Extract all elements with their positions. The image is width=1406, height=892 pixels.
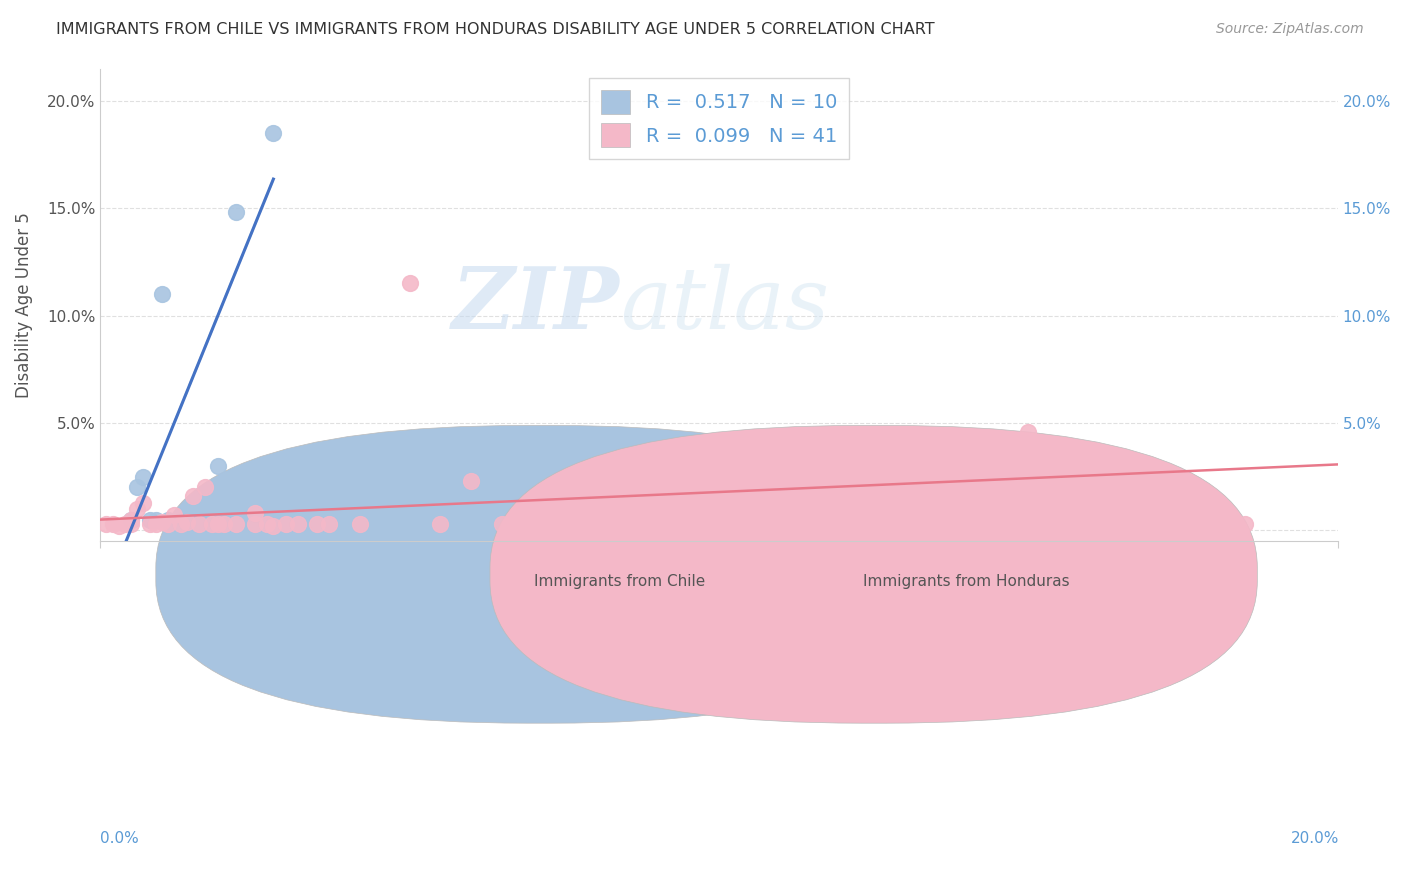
Point xyxy=(145,513,167,527)
Point xyxy=(127,481,149,495)
Text: ZIP: ZIP xyxy=(453,263,620,347)
Point xyxy=(645,516,668,531)
Point xyxy=(145,516,167,531)
Point xyxy=(1017,425,1039,439)
Point xyxy=(398,277,420,291)
Point xyxy=(188,516,211,531)
Point xyxy=(429,516,451,531)
Point xyxy=(120,513,142,527)
Point xyxy=(225,516,247,531)
Point xyxy=(96,516,118,531)
Point xyxy=(262,126,284,140)
Point xyxy=(707,484,730,499)
Point xyxy=(1233,516,1256,531)
Text: atlas: atlas xyxy=(620,263,830,346)
Point xyxy=(107,519,129,533)
Point xyxy=(132,495,155,509)
Point xyxy=(318,516,340,531)
Text: Immigrants from Honduras: Immigrants from Honduras xyxy=(863,574,1070,590)
Point xyxy=(262,519,284,533)
Text: Source: ZipAtlas.com: Source: ZipAtlas.com xyxy=(1216,22,1364,37)
Point xyxy=(157,516,180,531)
Point xyxy=(349,516,371,531)
Point xyxy=(101,516,124,531)
FancyBboxPatch shape xyxy=(489,425,1257,723)
Point xyxy=(491,516,513,531)
Point xyxy=(157,513,180,527)
Point xyxy=(114,516,136,531)
Text: 0.0%: 0.0% xyxy=(100,831,139,846)
Point xyxy=(169,516,191,531)
Point xyxy=(831,466,853,480)
Point xyxy=(243,506,266,520)
Text: IMMIGRANTS FROM CHILE VS IMMIGRANTS FROM HONDURAS DISABILITY AGE UNDER 5 CORRELA: IMMIGRANTS FROM CHILE VS IMMIGRANTS FROM… xyxy=(56,22,935,37)
Point xyxy=(127,502,149,516)
Point xyxy=(132,469,155,483)
Point xyxy=(305,516,328,531)
Point xyxy=(150,515,173,529)
Point xyxy=(120,516,142,531)
Legend: R =  0.517   N = 10, R =  0.099   N = 41: R = 0.517 N = 10, R = 0.099 N = 41 xyxy=(589,78,849,159)
Point xyxy=(212,516,235,531)
Point xyxy=(207,516,229,531)
Point xyxy=(200,516,222,531)
Text: Immigrants from Chile: Immigrants from Chile xyxy=(534,574,706,590)
Text: 20.0%: 20.0% xyxy=(1291,831,1339,846)
Point xyxy=(522,516,544,531)
Point xyxy=(256,516,278,531)
FancyBboxPatch shape xyxy=(156,425,924,723)
Point xyxy=(207,458,229,473)
Point xyxy=(243,516,266,531)
Point xyxy=(225,205,247,219)
Point xyxy=(274,516,297,531)
Point xyxy=(138,513,160,527)
Point xyxy=(120,513,142,527)
Point xyxy=(150,287,173,301)
Point xyxy=(460,474,482,488)
Point xyxy=(181,489,204,503)
Point xyxy=(194,481,217,495)
Point xyxy=(163,508,186,523)
Point xyxy=(176,515,198,529)
Point xyxy=(138,516,160,531)
Y-axis label: Disability Age Under 5: Disability Age Under 5 xyxy=(15,212,32,398)
Point xyxy=(287,516,309,531)
